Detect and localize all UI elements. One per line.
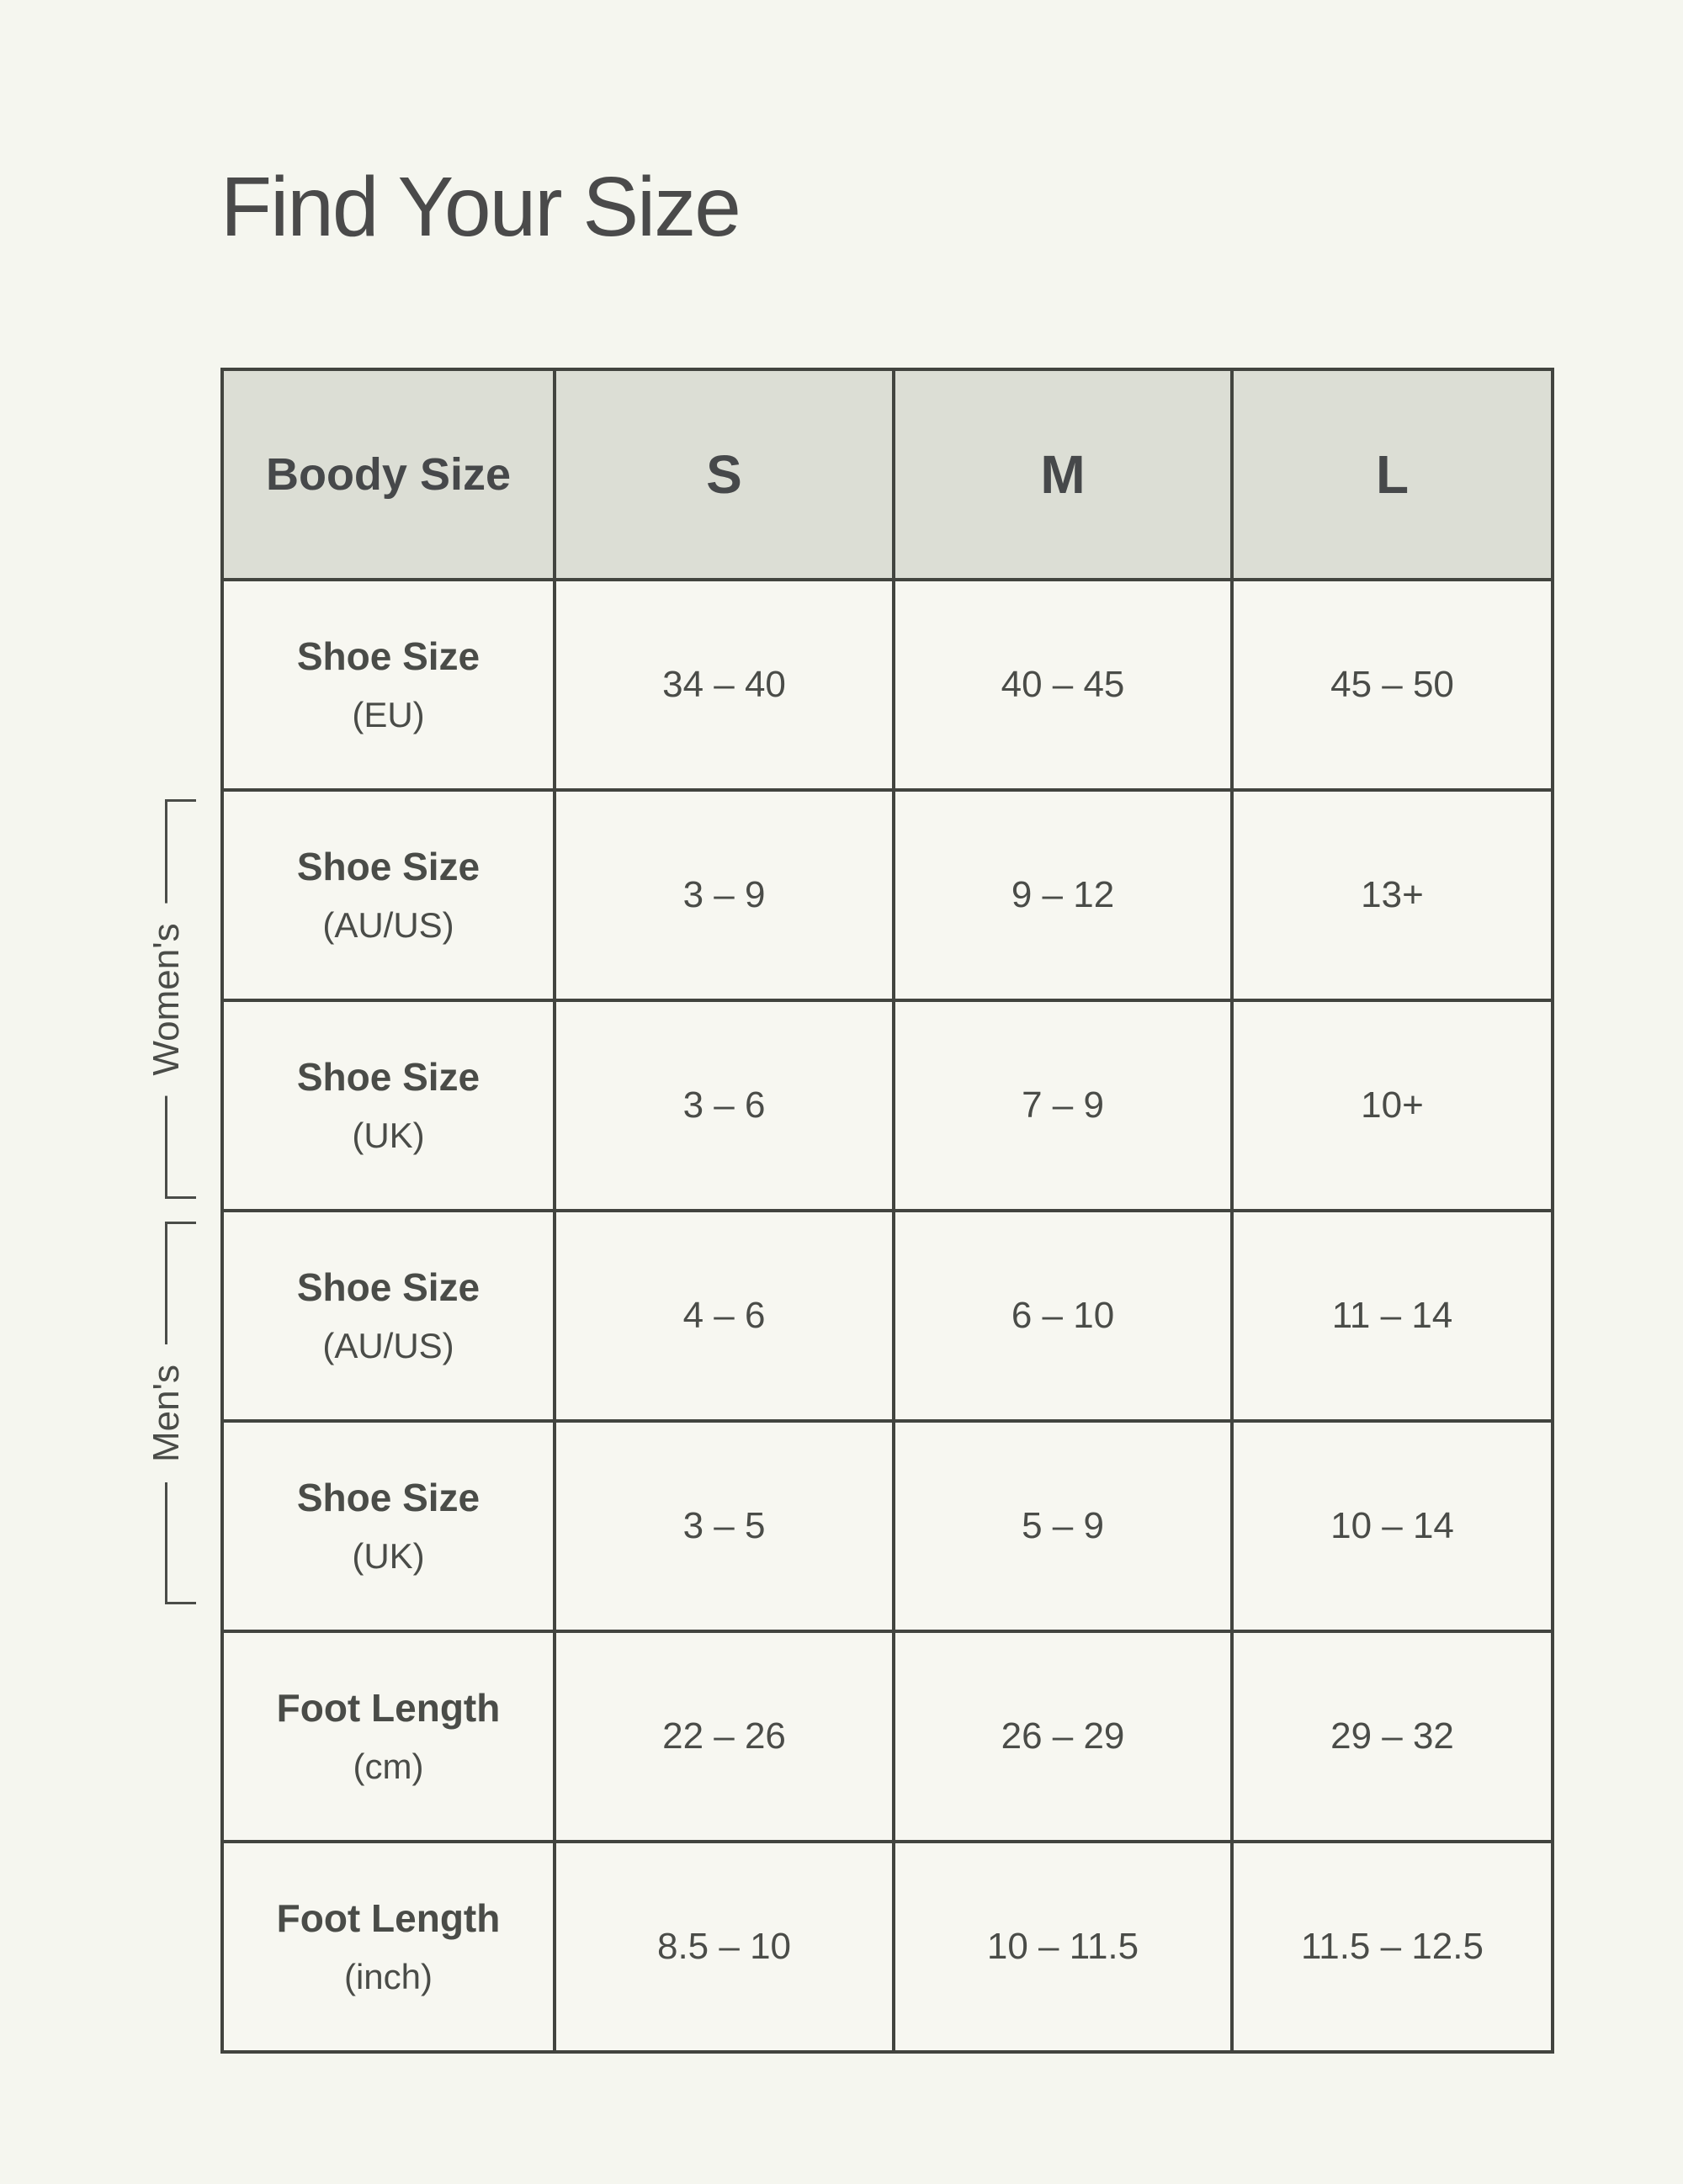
table-row-womens-shoe-size-auus: Shoe Size (AU/US) 3 – 9 9 – 12 13+ bbox=[220, 788, 1554, 1002]
row-label-sub: (AU/US) bbox=[322, 1326, 454, 1365]
value-cell: 26 – 29 bbox=[892, 1630, 1234, 1843]
row-label: Shoe Size (UK) bbox=[220, 999, 556, 1212]
header-cell-size-s: S bbox=[553, 368, 895, 581]
row-label: Foot Length (inch) bbox=[220, 1840, 556, 2054]
header-cell-size-m: M bbox=[892, 368, 1234, 581]
value-cell: 10 – 11.5 bbox=[892, 1840, 1234, 2054]
row-label: Foot Length (cm) bbox=[220, 1630, 556, 1843]
table-row-mens-shoe-size-auus: Shoe Size (AU/US) 4 – 6 6 – 10 11 – 14 bbox=[220, 1209, 1554, 1423]
value-cell: 10+ bbox=[1230, 999, 1554, 1212]
mens-group-label: Men's bbox=[143, 1344, 190, 1482]
row-label-main: Shoe Size bbox=[296, 1476, 480, 1519]
row-label-sub: (UK) bbox=[352, 1536, 425, 1576]
mens-group-bracket: Men's bbox=[143, 1222, 196, 1604]
row-label-main: Foot Length bbox=[276, 1896, 501, 1940]
table-row-foot-length-inch: Foot Length (inch) 8.5 – 10 10 – 11.5 11… bbox=[220, 1840, 1554, 2054]
row-label-sub: (EU) bbox=[352, 695, 425, 734]
value-cell: 3 – 9 bbox=[553, 788, 895, 1002]
value-cell: 13+ bbox=[1230, 788, 1554, 1002]
row-label-main: Foot Length bbox=[276, 1686, 501, 1730]
value-cell: 5 – 9 bbox=[892, 1419, 1234, 1633]
value-cell: 11.5 – 12.5 bbox=[1230, 1840, 1554, 2054]
row-label-sub: (AU/US) bbox=[322, 905, 454, 945]
size-chart: Boody Size S M L Shoe Size (EU) 34 – 40 … bbox=[220, 368, 1554, 2054]
row-label-main: Shoe Size bbox=[296, 1265, 480, 1309]
value-cell: 34 – 40 bbox=[553, 578, 895, 792]
value-cell: 10 – 14 bbox=[1230, 1419, 1554, 1633]
value-cell: 7 – 9 bbox=[892, 999, 1234, 1212]
table-row-mens-shoe-size-uk: Shoe Size (UK) 3 – 5 5 – 9 10 – 14 bbox=[220, 1419, 1554, 1633]
size-table: Boody Size S M L Shoe Size (EU) 34 – 40 … bbox=[220, 368, 1554, 2054]
row-label-sub: (cm) bbox=[353, 1747, 424, 1786]
table-row-foot-length-cm: Foot Length (cm) 22 – 26 26 – 29 29 – 32 bbox=[220, 1630, 1554, 1843]
value-cell: 4 – 6 bbox=[553, 1209, 895, 1423]
page-title: Find Your Size bbox=[220, 160, 741, 254]
value-cell: 3 – 5 bbox=[553, 1419, 895, 1633]
row-label: Shoe Size (AU/US) bbox=[220, 1209, 556, 1423]
value-cell: 9 – 12 bbox=[892, 788, 1234, 1002]
value-cell: 6 – 10 bbox=[892, 1209, 1234, 1423]
value-cell: 22 – 26 bbox=[553, 1630, 895, 1843]
value-cell: 3 – 6 bbox=[553, 999, 895, 1212]
row-label: Shoe Size (AU/US) bbox=[220, 788, 556, 1002]
table-row-shoe-size-eu: Shoe Size (EU) 34 – 40 40 – 45 45 – 50 bbox=[220, 578, 1554, 792]
row-label-main: Shoe Size bbox=[296, 845, 480, 888]
value-cell: 11 – 14 bbox=[1230, 1209, 1554, 1423]
value-cell: 40 – 45 bbox=[892, 578, 1234, 792]
row-label-sub: (inch) bbox=[343, 1957, 433, 1996]
header-cell-size-l: L bbox=[1230, 368, 1554, 581]
row-label-sub: (UK) bbox=[352, 1116, 425, 1155]
table-header-row: Boody Size S M L bbox=[220, 368, 1554, 581]
row-label: Shoe Size (UK) bbox=[220, 1419, 556, 1633]
row-label: Shoe Size (EU) bbox=[220, 578, 556, 792]
row-label-main: Shoe Size bbox=[296, 1055, 480, 1099]
womens-group-label: Women's bbox=[143, 902, 190, 1096]
header-cell-boody-size: Boody Size bbox=[220, 368, 556, 581]
value-cell: 8.5 – 10 bbox=[553, 1840, 895, 2054]
table-row-womens-shoe-size-uk: Shoe Size (UK) 3 – 6 7 – 9 10+ bbox=[220, 999, 1554, 1212]
value-cell: 29 – 32 bbox=[1230, 1630, 1554, 1843]
row-label-main: Shoe Size bbox=[296, 634, 480, 678]
value-cell: 45 – 50 bbox=[1230, 578, 1554, 792]
womens-group-bracket: Women's bbox=[143, 799, 196, 1199]
